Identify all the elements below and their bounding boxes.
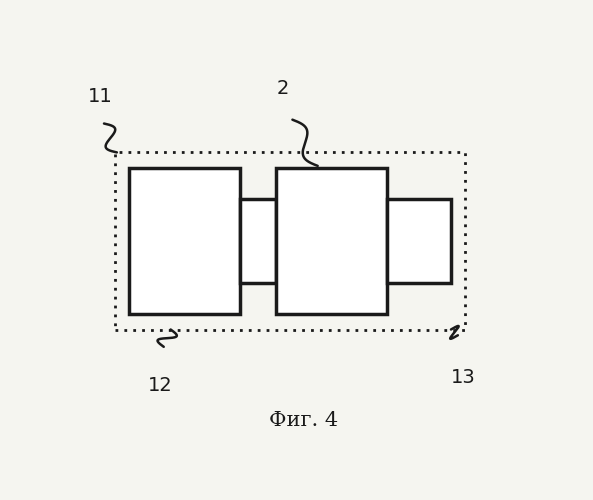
Text: 11: 11 [88,87,113,106]
Bar [387,198,451,284]
Bar [129,168,240,314]
Bar [116,152,465,330]
Text: 2: 2 [276,80,289,98]
Bar [240,198,276,284]
Text: Фиг. 4: Фиг. 4 [269,410,339,430]
Text: 13: 13 [451,368,476,387]
Bar [276,168,387,314]
Text: 12: 12 [148,376,173,394]
